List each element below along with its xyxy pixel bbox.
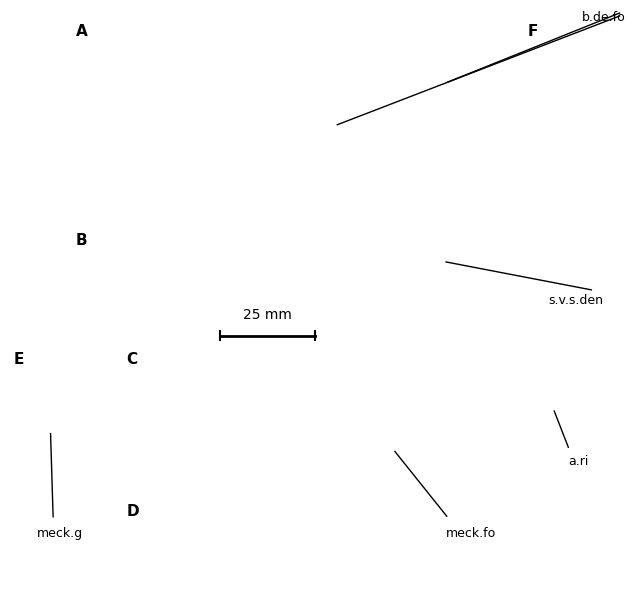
Text: E: E: [14, 352, 24, 366]
Text: D: D: [127, 504, 140, 519]
Text: s.v.s.den: s.v.s.den: [548, 294, 603, 307]
Text: meck.fo: meck.fo: [446, 527, 497, 540]
Text: A: A: [76, 24, 87, 39]
Text: F: F: [528, 24, 538, 39]
Text: a.ri: a.ri: [568, 455, 589, 468]
Text: C: C: [127, 352, 138, 366]
Text: meck.g: meck.g: [37, 527, 83, 540]
Text: b.de.fo: b.de.fo: [582, 11, 626, 24]
Text: B: B: [76, 233, 87, 248]
Text: 25 mm: 25 mm: [243, 308, 292, 322]
